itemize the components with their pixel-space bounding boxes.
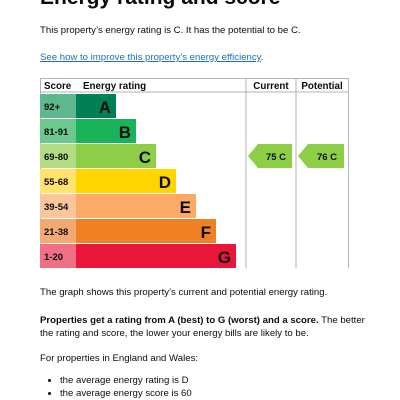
header-potential: Potential <box>301 81 343 92</box>
improve-efficiency-link[interactable]: See how to improve this property’s energ… <box>40 52 261 63</box>
averages-intro: For properties in England and Wales: <box>40 353 199 364</box>
score-cell-g <box>40 244 76 268</box>
score-range-f: 21-38 <box>44 227 68 238</box>
rating-bar-a <box>76 94 116 118</box>
score-range-c: 69-80 <box>44 152 68 163</box>
current-rating-arrow <box>248 144 292 168</box>
rating-letter-b: B <box>119 123 131 142</box>
score-range-a: 92+ <box>44 102 61 113</box>
header-energy-rating: Energy rating <box>83 81 146 92</box>
potential-rating-label: 76 C <box>317 152 337 163</box>
rating-bar-g <box>76 244 236 268</box>
graph-caption: The graph shows this property’s current … <box>40 287 328 298</box>
rating-explanation-rest: The better the rating and score, the low… <box>40 315 365 339</box>
current-rating-label: 75 C <box>266 152 286 163</box>
score-range-d: 55-68 <box>44 177 68 188</box>
rating-letter-g: G <box>218 248 231 267</box>
header-score: Score <box>44 81 72 92</box>
list-item: the average energy rating is D <box>60 374 192 387</box>
rating-letter-c: C <box>139 148 151 167</box>
score-cell-a <box>40 94 76 118</box>
rating-explanation-bold: Properties get a rating from A (best) to… <box>40 315 319 326</box>
score-cell-e <box>40 194 76 218</box>
averages-list: the average energy rating is D the avera… <box>40 374 192 400</box>
rating-bar-e <box>76 194 196 218</box>
potential-rating-arrow <box>298 144 344 168</box>
score-cell-c <box>40 144 76 168</box>
score-cell-d <box>40 169 76 193</box>
rating-bar-f <box>76 219 216 243</box>
score-cell-f <box>40 219 76 243</box>
rating-bar-d <box>76 169 176 193</box>
score-range-g: 1-20 <box>44 252 63 263</box>
rating-letter-e: E <box>180 198 191 217</box>
rating-letter-a: A <box>99 98 111 117</box>
rating-explanation: Properties get a rating from A (best) to… <box>40 314 365 340</box>
rating-bar-b <box>76 119 136 143</box>
rating-letter-d: D <box>159 173 171 192</box>
score-range-e: 39-54 <box>44 202 69 213</box>
score-cell-b <box>40 119 76 143</box>
header-current: Current <box>253 81 289 92</box>
page-title: Energy rating and score <box>40 0 280 12</box>
rating-letter-f: F <box>201 223 211 242</box>
intro-text: This property’s energy rating is C. It h… <box>40 25 301 36</box>
score-range-b: 81-91 <box>44 127 69 138</box>
rating-bar-c <box>76 144 156 168</box>
list-item: the average energy score is 60 <box>60 387 192 400</box>
improve-link-suffix: . <box>260 52 264 63</box>
energy-rating-chart: Score Energy rating Current Potential 92+ A 81… <box>40 78 349 268</box>
improve-paragraph: See how to improve this property’s energ… <box>40 51 365 64</box>
